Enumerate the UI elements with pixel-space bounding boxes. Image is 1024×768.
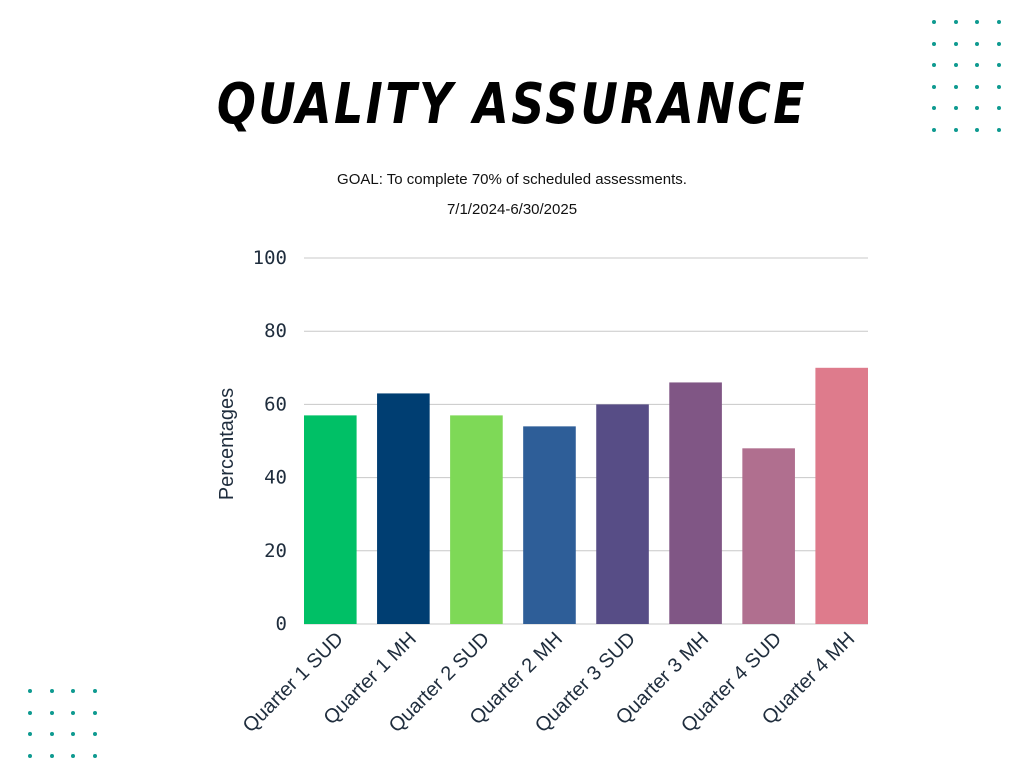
decorative-dot	[49, 710, 54, 715]
decorative-dot	[932, 84, 936, 89]
decorative-dot	[932, 127, 936, 132]
decorative-dot	[975, 106, 979, 110]
bar	[742, 448, 795, 624]
decorative-dot	[996, 63, 1001, 67]
decorative-dot	[932, 63, 936, 67]
y-tick-label: 0	[276, 613, 287, 635]
goal-text: GOAL: To complete 70% of scheduled asses…	[337, 171, 687, 188]
decorative-dot	[932, 20, 936, 24]
decorative-dot	[92, 753, 97, 758]
y-tick-label: 100	[253, 247, 287, 269]
decorative-dot	[996, 84, 1001, 89]
decorative-dot	[49, 732, 54, 736]
y-axis-label: Percentages	[216, 388, 238, 500]
decorative-dot	[92, 710, 97, 715]
bar	[815, 367, 868, 624]
decorative-dot	[953, 41, 958, 46]
decorative-dot	[49, 689, 54, 693]
decorative-dot	[28, 710, 32, 715]
y-tick-label: 60	[264, 393, 287, 415]
y-tick-label: 20	[264, 540, 287, 562]
decorative-dot	[953, 127, 958, 132]
decorative-dot	[92, 732, 97, 736]
y-tick-label: 40	[264, 467, 287, 489]
decorative-dot	[996, 106, 1001, 110]
bar	[304, 415, 357, 624]
bar	[669, 382, 722, 624]
decorative-dot	[932, 41, 936, 46]
decorative-dot	[975, 84, 979, 89]
decorative-dot	[953, 106, 958, 110]
decorative-dot	[92, 689, 97, 693]
decorative-dot	[28, 753, 32, 758]
decorative-dot	[975, 41, 979, 46]
decorative-dot	[996, 20, 1001, 24]
decorative-dot	[953, 84, 958, 89]
decorative-dot	[975, 20, 979, 24]
decorative-dot	[49, 753, 54, 758]
decorative-dot	[996, 127, 1001, 132]
decorative-dot	[71, 689, 75, 693]
date-range-text: 7/1/2024-6/30/2025	[446, 201, 578, 218]
decorative-dot	[996, 41, 1001, 46]
bar	[596, 404, 649, 624]
decorative-dot	[975, 63, 979, 67]
decorative-dot	[953, 63, 958, 67]
decorative-dot	[28, 689, 32, 693]
decorative-dot	[71, 710, 75, 715]
bar	[523, 426, 576, 624]
y-tick-label: 80	[264, 320, 287, 342]
bar	[450, 415, 503, 624]
decorative-dot	[953, 20, 958, 24]
decorative-dot	[71, 753, 75, 758]
page-title: QUALITY ASSURANCE	[216, 72, 808, 137]
decorative-dot	[932, 106, 936, 110]
decorative-dot	[975, 127, 979, 132]
decorative-dot	[71, 732, 75, 736]
decorative-dot	[28, 732, 32, 736]
bar	[377, 393, 430, 624]
